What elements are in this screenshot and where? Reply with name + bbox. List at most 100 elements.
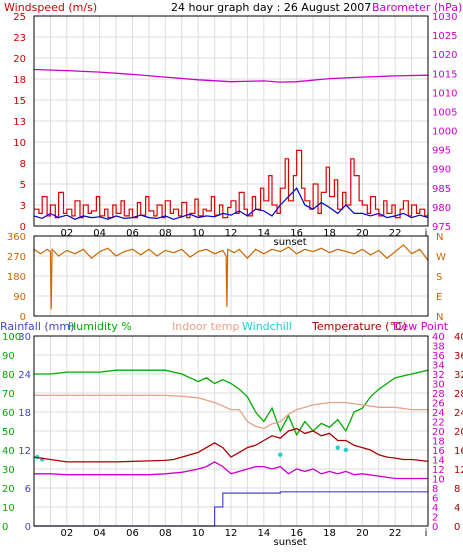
temperature-tick-label: 40 xyxy=(454,332,463,343)
wind-gust-line xyxy=(34,149,429,219)
barometer-tick-label: 1015 xyxy=(432,69,457,80)
dew-point-tick-label: 24 xyxy=(432,408,445,419)
p1-x-tick-label: 08 xyxy=(159,228,172,239)
p1-x-tick-label: 14 xyxy=(257,228,270,239)
windspeed-tick-label: 3 xyxy=(20,201,26,212)
p1-x-tick-label: 20 xyxy=(356,228,369,239)
windspeed-tick-label: 23 xyxy=(13,33,26,44)
humidity-tick-label: 20 xyxy=(2,484,15,495)
barometer-line xyxy=(33,68,429,83)
windspeed-tick-label: 0 xyxy=(20,222,26,233)
indoor-temp-line xyxy=(34,394,428,430)
compass-letter-label: W xyxy=(436,252,446,263)
windspeed-tick-label: 5 xyxy=(20,180,26,191)
p1-x-tick-label: i xyxy=(425,228,428,239)
temperature-tick-label: 28 xyxy=(454,389,463,400)
indoor-temp-legend: Indoor temp xyxy=(172,320,239,333)
dew-point-tick-label: 28 xyxy=(432,389,445,400)
p1-x-tick-label: 12 xyxy=(225,228,238,239)
temperature-tick-label: 4 xyxy=(454,503,460,514)
dew-point-tick-label: 2 xyxy=(432,513,438,524)
barometer-tick-label: 1025 xyxy=(432,31,457,42)
dew-point-tick-label: 32 xyxy=(432,370,445,381)
humidity-tick-label: 90 xyxy=(2,351,15,362)
barometer-tick-label: 990 xyxy=(432,165,451,176)
temperature-tick-label: 20 xyxy=(454,427,463,438)
wind-direction-line xyxy=(33,244,429,310)
p1-x-tick-label: 10 xyxy=(192,228,205,239)
dew-point-tick-label: 6 xyxy=(432,494,438,505)
dew-point-tick-label: 4 xyxy=(432,503,438,514)
windchill-legend: Windchill xyxy=(242,320,292,333)
windchill-point xyxy=(335,445,340,450)
barometer-tick-label: 995 xyxy=(432,146,451,157)
p3-x-tick-label: 12 xyxy=(225,528,238,539)
dew-point-axis-title: Dew Point xyxy=(393,320,449,333)
temperature-tick-label: 32 xyxy=(454,370,463,381)
p3-x-tick-label: 04 xyxy=(93,528,106,539)
barometer-tick-label: 1010 xyxy=(432,88,457,99)
windchill-point xyxy=(278,452,283,457)
dew-point-tick-label: 18 xyxy=(432,437,445,448)
barometer-tick-label: 980 xyxy=(432,203,451,214)
humidity-line xyxy=(34,369,429,437)
humidity-tick-label: 60 xyxy=(2,408,15,419)
p3-x-tick-label: i xyxy=(425,528,428,539)
windspeed-axis-title: Windspeed (m/s) xyxy=(4,1,97,14)
humidity-tick-label: 80 xyxy=(2,370,15,381)
direction-tick-label: 270 xyxy=(7,252,26,263)
barometer-tick-label: 985 xyxy=(432,184,451,195)
p3-x-tick-label: 16 xyxy=(290,528,303,539)
temperature-tick-label: 36 xyxy=(454,351,463,362)
humidity-tick-label: 30 xyxy=(2,465,15,476)
windspeed-tick-label: 25 xyxy=(13,12,26,23)
p1-x-tick-label: 18 xyxy=(323,228,336,239)
dew-point-tick-label: 8 xyxy=(432,484,438,495)
p3-x-tick-label: 20 xyxy=(356,528,369,539)
windchill-point xyxy=(343,447,349,453)
rainfall-tick-label: 30 xyxy=(18,332,31,343)
temperature-tick-label: 12 xyxy=(454,465,463,476)
rainfall-tick-label: 12 xyxy=(18,446,31,457)
temperature-tick-label: 8 xyxy=(454,484,460,495)
direction-panel-frame xyxy=(33,235,429,317)
temperature-panel-frame xyxy=(33,335,429,527)
humidity-tick-label: 0 xyxy=(2,522,8,533)
p1-x-tick-label: 16 xyxy=(290,228,303,239)
temperature-line xyxy=(33,427,429,463)
barometer-tick-label: 1020 xyxy=(432,50,457,61)
rainfall-tick-label: 24 xyxy=(18,370,31,381)
humidity-tick-label: 40 xyxy=(2,446,15,457)
rainfall-axis-title: Rainfall (mm) xyxy=(0,320,74,333)
humidity-tick-label: 100 xyxy=(2,332,21,343)
humidity-tick-label: 10 xyxy=(2,503,15,514)
chart-title: 24 hour graph day : 26 August 2007 xyxy=(171,1,371,14)
barometer-axis-title: Barometer (hPa) xyxy=(372,1,462,14)
windspeed-tick-label: 10 xyxy=(13,138,26,149)
wind-average-line xyxy=(33,187,429,220)
temperature-tick-label: 16 xyxy=(454,446,463,457)
p1-x-tick-label: 22 xyxy=(389,228,402,239)
compass-letter-label: E xyxy=(436,292,442,303)
dew-point-tick-label: 0 xyxy=(432,522,438,533)
dew-point-line xyxy=(34,461,428,480)
p3-x-tick-label: 10 xyxy=(192,528,205,539)
dew-point-tick-label: 22 xyxy=(432,418,445,429)
dew-point-tick-label: 14 xyxy=(432,456,445,467)
p1-x-tick-label: 06 xyxy=(126,228,139,239)
p1-x-tick-label: 02 xyxy=(60,228,73,239)
direction-tick-label: 0 xyxy=(20,312,26,323)
dew-point-tick-label: 34 xyxy=(432,361,445,372)
temperature-axis-title: Temperature (°C) xyxy=(311,320,407,333)
barometer-tick-label: 1030 xyxy=(432,12,457,23)
p3-x-tick-label: 02 xyxy=(60,528,73,539)
p1-x-tick-label: 04 xyxy=(93,228,106,239)
windspeed-tick-label: 20 xyxy=(13,54,26,65)
p3-x-tick-label: 08 xyxy=(159,528,172,539)
rainfall-tick-label: 6 xyxy=(25,484,31,495)
dew-point-tick-label: 20 xyxy=(432,427,445,438)
p3-x-tick-label: 14 xyxy=(257,528,270,539)
dew-point-tick-label: 16 xyxy=(432,446,445,457)
